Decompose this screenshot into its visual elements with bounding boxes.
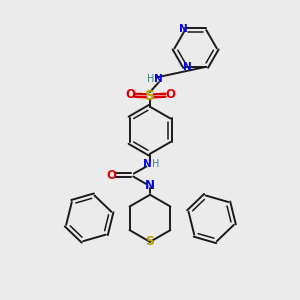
Text: H: H	[147, 74, 155, 84]
Text: O: O	[107, 169, 117, 182]
Text: N: N	[154, 74, 163, 84]
Text: H: H	[152, 159, 159, 169]
Text: N: N	[179, 24, 188, 34]
Text: N: N	[183, 62, 192, 72]
Text: O: O	[165, 88, 175, 101]
Text: N: N	[143, 159, 152, 169]
Text: N: N	[145, 179, 155, 192]
Text: S: S	[145, 88, 155, 103]
Text: S: S	[146, 236, 154, 248]
Text: O: O	[125, 88, 135, 101]
